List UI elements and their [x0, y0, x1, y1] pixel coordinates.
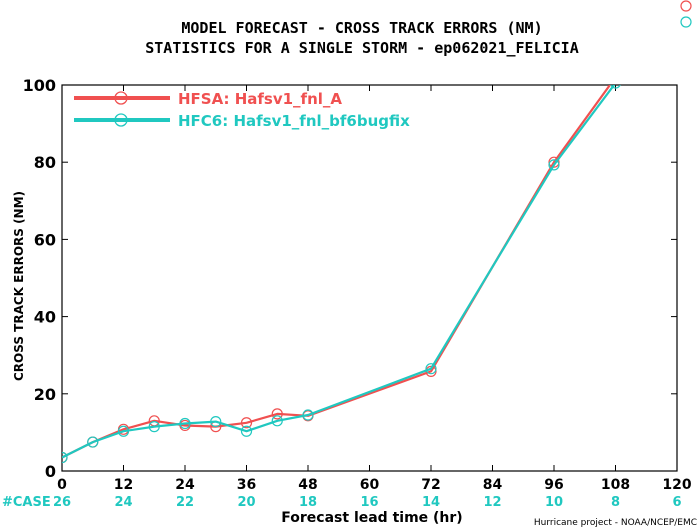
data-point — [611, 72, 621, 82]
x-tick-label: 48 — [298, 477, 317, 493]
corner-markers — [680, 0, 692, 28]
y-tick-label: 20 — [34, 385, 56, 404]
case-count: 20 — [237, 495, 255, 510]
data-point — [87, 436, 99, 448]
case-label: #CASE — [2, 495, 51, 510]
data-point — [548, 159, 560, 171]
data-point — [117, 425, 130, 437]
series-line — [62, 85, 616, 459]
footer-credit: Hurricane project - NOAA/NCEP/EMC — [534, 518, 697, 528]
x-tick-label: 108 — [601, 477, 630, 493]
case-count: 26 — [53, 495, 71, 510]
case-count: 12 — [483, 495, 501, 510]
chart-subtitle: STATISTICS FOR A SINGLE STORM - ep062021… — [145, 39, 578, 57]
x-tick-label: 120 — [662, 477, 691, 493]
y-tick-label: 100 — [23, 76, 56, 95]
legend-label: HFSA: Hafsv1_fnl_A — [178, 90, 342, 108]
case-count: 6 — [672, 495, 681, 510]
legend-marker — [114, 113, 128, 127]
x-tick-label: 72 — [421, 477, 440, 493]
x-tick-label: 0 — [57, 477, 67, 493]
series-1 — [62, 85, 621, 464]
data-point — [210, 415, 222, 428]
plot-frame — [61, 84, 678, 472]
x-tick-label: 84 — [483, 477, 503, 493]
data-point — [610, 85, 621, 89]
case-count: 8 — [611, 495, 620, 510]
data-point — [302, 409, 314, 421]
x-tick-label: 36 — [237, 477, 256, 493]
x-tick-label: 96 — [544, 477, 563, 493]
x-tick-label: 60 — [360, 477, 380, 493]
y-tick-label: 80 — [34, 153, 56, 172]
case-count: 18 — [299, 495, 317, 510]
data-point — [179, 417, 191, 430]
chart-title: MODEL FORECAST - CROSS TRACK ERRORS (NM) — [181, 19, 542, 37]
x-axis-label: Forecast lead time (hr) — [281, 510, 462, 526]
series-line — [62, 85, 612, 459]
data-point — [548, 156, 560, 168]
data-point — [148, 421, 160, 433]
legend-label: HFC6: Hafsv1_fnl_bf6bugfix — [178, 112, 410, 130]
legend-marker — [114, 91, 128, 105]
corner-marker-hfc6-icon — [680, 16, 692, 28]
data-point — [240, 417, 253, 429]
case-count: 14 — [422, 495, 440, 510]
case-count: 24 — [114, 495, 132, 510]
x-tick-label: 24 — [175, 477, 195, 493]
y-tick-label: 0 — [45, 462, 56, 481]
y-axis-label: CROSS TRACK ERRORS (NM) — [12, 191, 26, 381]
data-point — [425, 363, 437, 375]
y-tick-label: 40 — [34, 308, 56, 327]
plot-area: 0 20 40 60 80 100 0 26 12 24 24 22 36 20 48 18 60 16 72 14 8… — [23, 72, 692, 510]
x-tick-label: 12 — [114, 477, 133, 493]
data-point — [240, 425, 253, 437]
data-point — [271, 415, 283, 427]
case-count: 22 — [176, 495, 194, 510]
legend: HFSA: Hafsv1_fnl_A HFC6: Hafsv1_fnl_bf6bu… — [74, 90, 410, 130]
data-point — [271, 408, 283, 420]
corner-marker-hfsa-icon — [680, 0, 692, 12]
data-point — [62, 451, 68, 464]
y-tick-label: 60 — [34, 230, 56, 249]
case-count: 16 — [360, 495, 378, 510]
case-count: 10 — [545, 495, 563, 510]
